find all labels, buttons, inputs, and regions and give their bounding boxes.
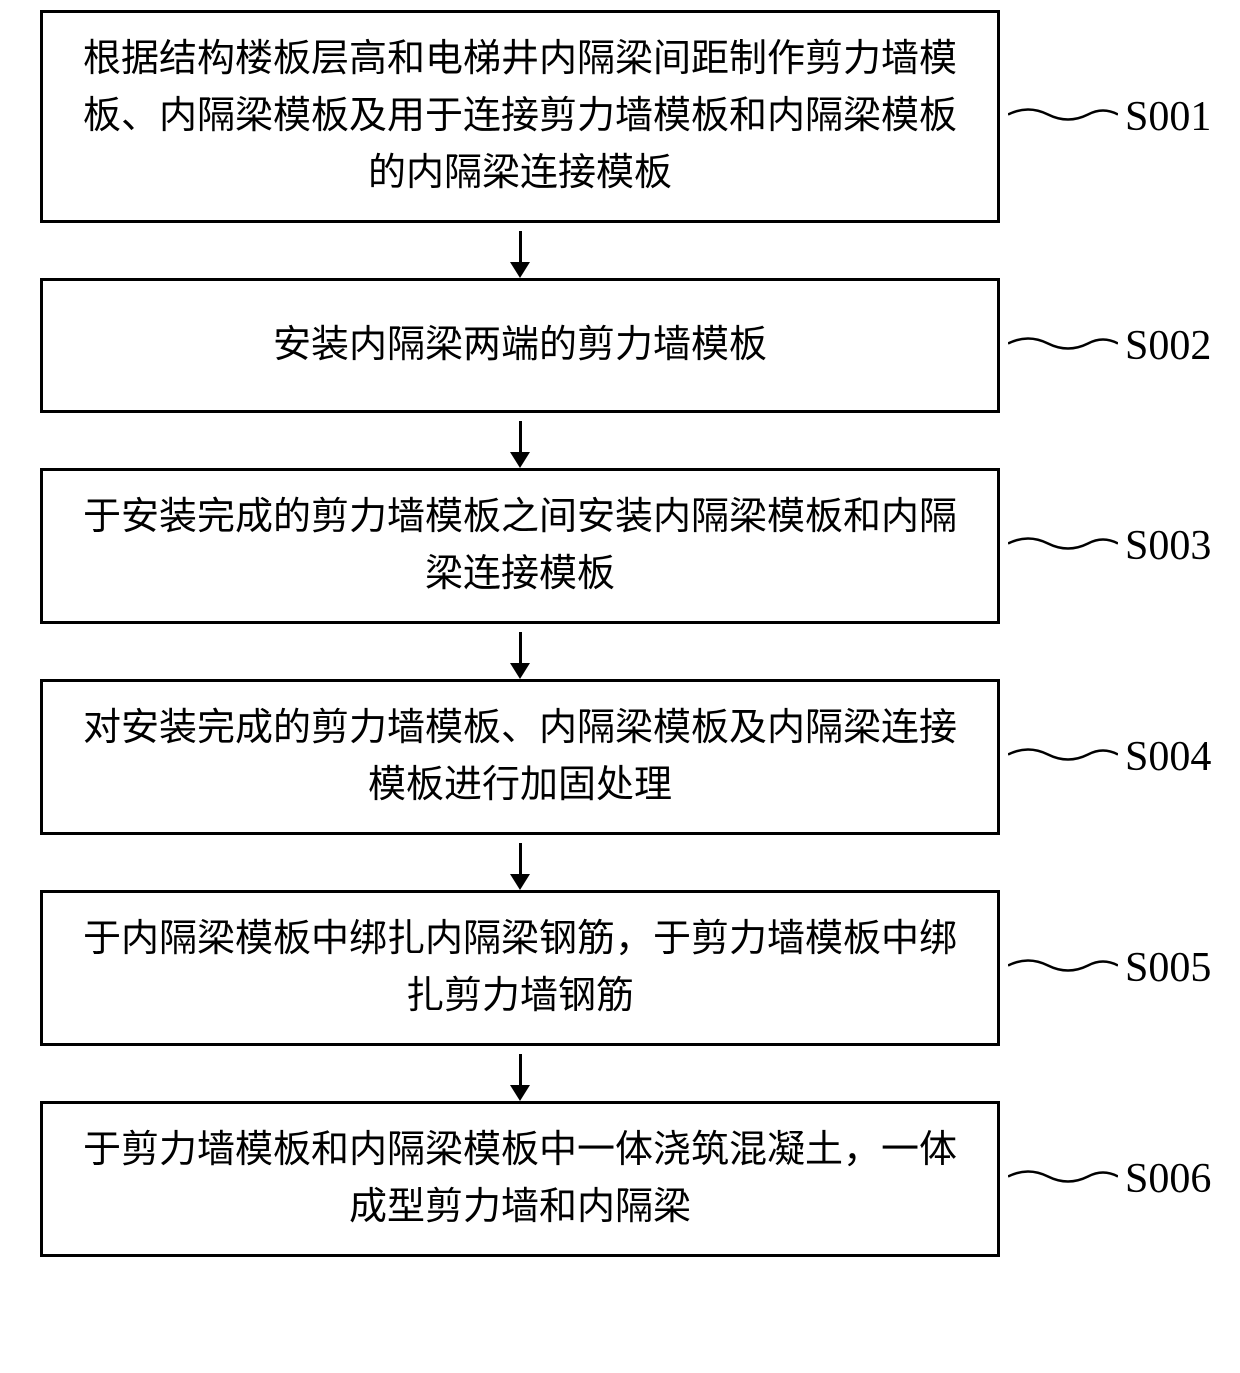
arrow-connector — [40, 1046, 1000, 1101]
step-text: 于内隔梁模板中绑扎内隔梁钢筋，于剪力墙模板中绑扎剪力墙钢筋 — [73, 911, 967, 1025]
arrow-head-icon — [510, 1085, 530, 1101]
step-row: 安装内隔梁两端的剪力墙模板 S002 — [40, 278, 1200, 413]
arrow-connector — [40, 624, 1000, 679]
connector-s003 — [1008, 514, 1118, 579]
step-box-s003: 于安装完成的剪力墙模板之间安装内隔梁模板和内隔梁连接模板 — [40, 468, 1000, 624]
step-row: 于剪力墙模板和内隔梁模板中一体浇筑混凝土，一体成型剪力墙和内隔梁 S006 — [40, 1101, 1200, 1257]
step-text: 于剪力墙模板和内隔梁模板中一体浇筑混凝土，一体成型剪力墙和内隔梁 — [73, 1122, 967, 1236]
step-label-s003: S003 — [1125, 522, 1211, 570]
step-text: 对安装完成的剪力墙模板、内隔梁模板及内隔梁连接模板进行加固处理 — [73, 700, 967, 814]
connector-s006 — [1008, 1147, 1118, 1212]
arrow-connector — [40, 413, 1000, 468]
connector-s001 — [1008, 84, 1118, 149]
arrow-head-icon — [510, 663, 530, 679]
arrow-head-icon — [510, 874, 530, 890]
step-text: 安装内隔梁两端的剪力墙模板 — [273, 317, 767, 374]
step-label-s005: S005 — [1125, 944, 1211, 992]
step-text: 根据结构楼板层高和电梯井内隔梁间距制作剪力墙模板、内隔梁模板及用于连接剪力墙模板… — [73, 31, 967, 202]
connector-s005 — [1008, 936, 1118, 1001]
arrow-head-icon — [510, 452, 530, 468]
step-label-s001: S001 — [1125, 93, 1211, 141]
step-row: 对安装完成的剪力墙模板、内隔梁模板及内隔梁连接模板进行加固处理 S004 — [40, 679, 1200, 835]
step-row: 根据结构楼板层高和电梯井内隔梁间距制作剪力墙模板、内隔梁模板及用于连接剪力墙模板… — [40, 10, 1200, 223]
step-label-s004: S004 — [1125, 733, 1211, 781]
arrow-connector — [40, 835, 1000, 890]
step-box-s002: 安装内隔梁两端的剪力墙模板 — [40, 278, 1000, 413]
step-box-s001: 根据结构楼板层高和电梯井内隔梁间距制作剪力墙模板、内隔梁模板及用于连接剪力墙模板… — [40, 10, 1000, 223]
step-label-s002: S002 — [1125, 322, 1211, 370]
connector-s002 — [1008, 313, 1118, 378]
flowchart-container: 根据结构楼板层高和电梯井内隔梁间距制作剪力墙模板、内隔梁模板及用于连接剪力墙模板… — [40, 10, 1200, 1257]
step-box-s006: 于剪力墙模板和内隔梁模板中一体浇筑混凝土，一体成型剪力墙和内隔梁 — [40, 1101, 1000, 1257]
step-text: 于安装完成的剪力墙模板之间安装内隔梁模板和内隔梁连接模板 — [73, 489, 967, 603]
step-row: 于内隔梁模板中绑扎内隔梁钢筋，于剪力墙模板中绑扎剪力墙钢筋 S005 — [40, 890, 1200, 1046]
connector-s004 — [1008, 725, 1118, 790]
arrow-head-icon — [510, 262, 530, 278]
arrow-connector — [40, 223, 1000, 278]
step-box-s004: 对安装完成的剪力墙模板、内隔梁模板及内隔梁连接模板进行加固处理 — [40, 679, 1000, 835]
step-label-s006: S006 — [1125, 1155, 1211, 1203]
step-row: 于安装完成的剪力墙模板之间安装内隔梁模板和内隔梁连接模板 S003 — [40, 468, 1200, 624]
step-box-s005: 于内隔梁模板中绑扎内隔梁钢筋，于剪力墙模板中绑扎剪力墙钢筋 — [40, 890, 1000, 1046]
